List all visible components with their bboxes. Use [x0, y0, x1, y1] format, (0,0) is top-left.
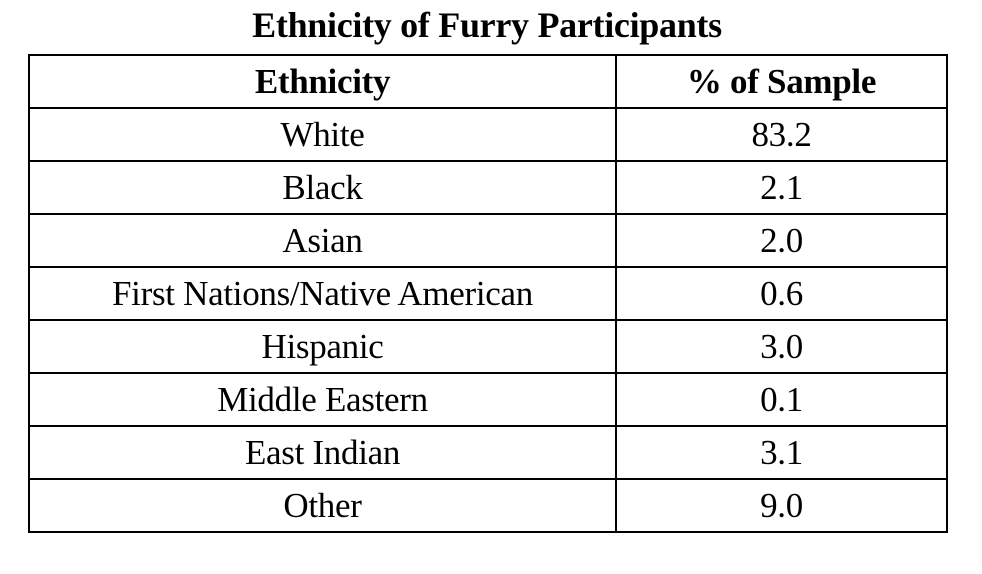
percent-cell: 83.2 — [615, 107, 948, 162]
ethnicity-cell: Black — [28, 160, 617, 215]
percent-cell: 0.1 — [615, 372, 948, 427]
percent-cell: 9.0 — [615, 478, 948, 533]
ethnicity-cell: First Nations/Native American — [28, 266, 617, 321]
ethnicity-cell: Other — [28, 478, 617, 533]
ethnicity-table: Ethnicity % of Sample White 83.2 Black 2… — [28, 54, 948, 533]
table-row: Black 2.1 — [28, 160, 948, 215]
table-row: Hispanic 3.0 — [28, 319, 948, 374]
ethnicity-cell: Middle Eastern — [28, 372, 617, 427]
table-row: First Nations/Native American 0.6 — [28, 266, 948, 321]
ethnicity-cell: Asian — [28, 213, 617, 268]
table-row: East Indian 3.1 — [28, 425, 948, 480]
percent-cell: 0.6 — [615, 266, 948, 321]
table-title: Ethnicity of Furry Participants — [252, 5, 722, 45]
table-row: White 83.2 — [28, 107, 948, 162]
ethnicity-cell: East Indian — [28, 425, 617, 480]
ethnicity-cell: Hispanic — [28, 319, 617, 374]
table-row: Middle Eastern 0.1 — [28, 372, 948, 427]
table-row: Other 9.0 — [28, 478, 948, 533]
percent-cell: 2.1 — [615, 160, 948, 215]
percent-cell: 3.1 — [615, 425, 948, 480]
percent-cell: 3.0 — [615, 319, 948, 374]
table-row: Asian 2.0 — [28, 213, 948, 268]
header-percent-of-sample: % of Sample — [615, 54, 948, 109]
table-header-row: Ethnicity % of Sample — [28, 54, 948, 109]
header-ethnicity: Ethnicity — [28, 54, 617, 109]
ethnicity-cell: White — [28, 107, 617, 162]
percent-cell: 2.0 — [615, 213, 948, 268]
